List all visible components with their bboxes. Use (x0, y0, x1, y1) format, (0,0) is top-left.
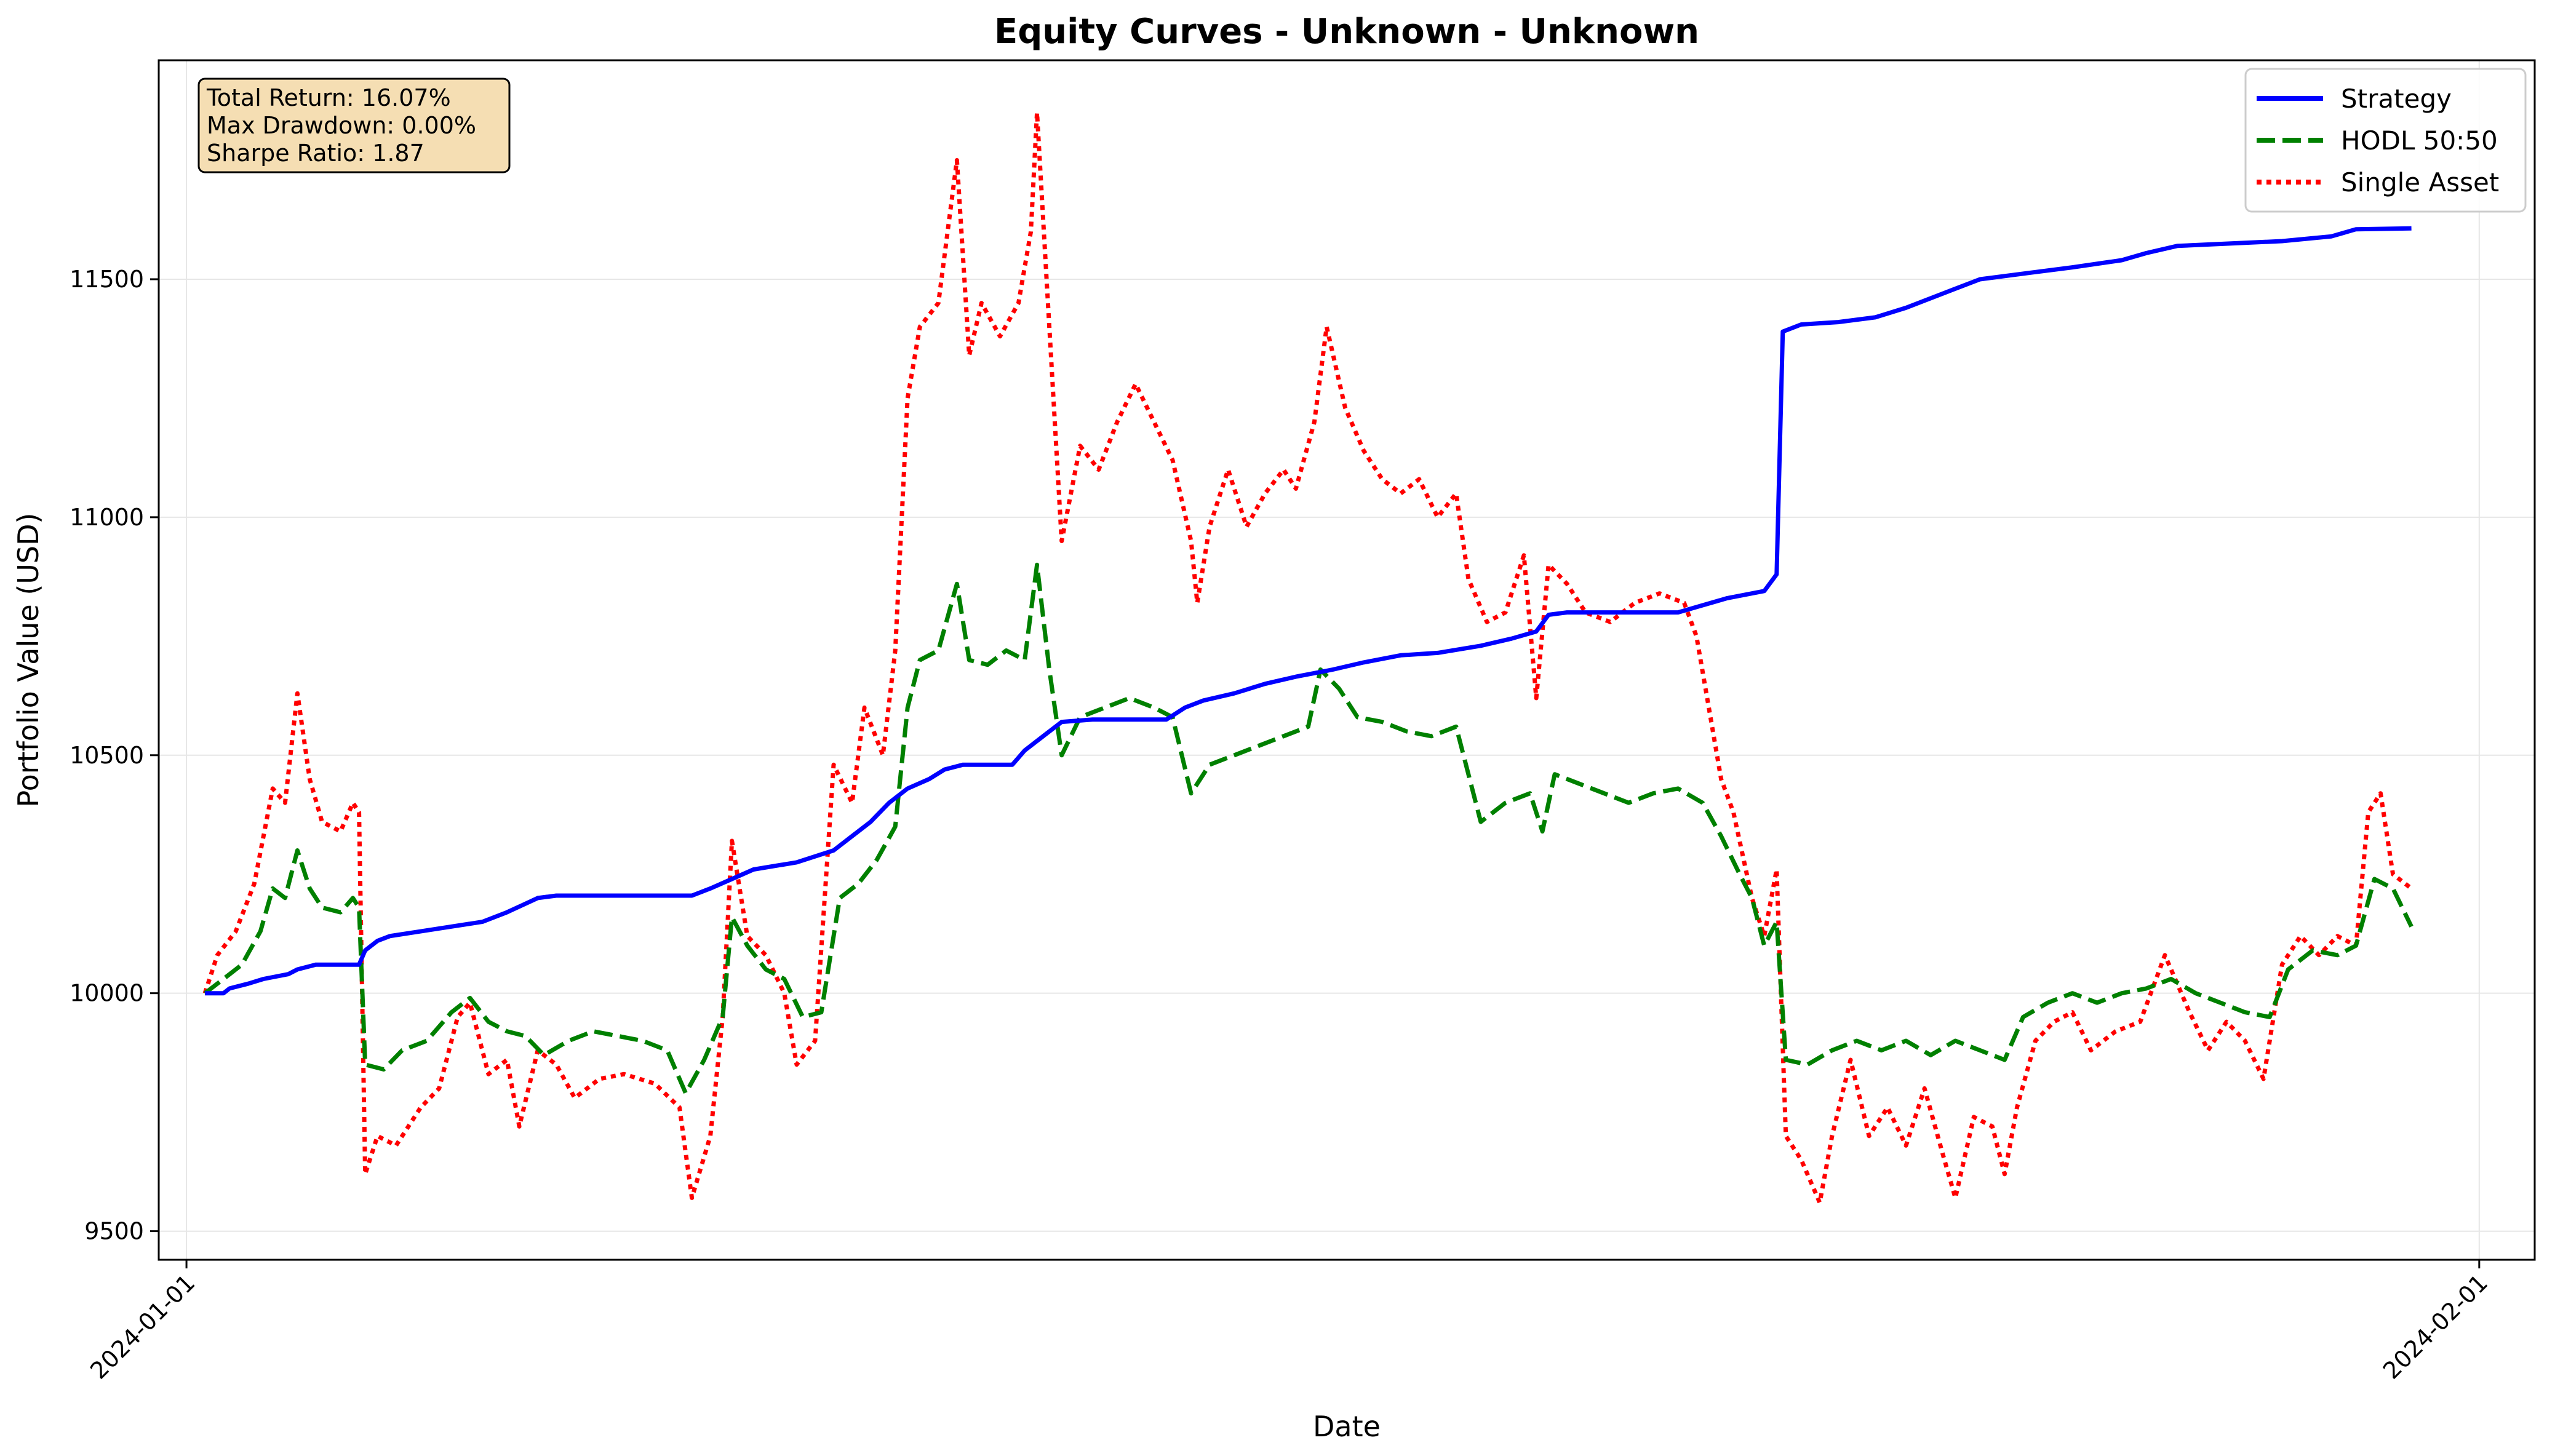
legend-label-single-asset: Single Asset (2341, 167, 2499, 197)
chart-title: Equity Curves - Unknown - Unknown (994, 12, 1699, 52)
series-line-hodl-50-50 (203, 562, 2413, 1096)
series-line-single-asset (202, 110, 2413, 1205)
stats-max-drawdown: Max Drawdown: 0.00% (207, 112, 476, 139)
series-lines (202, 110, 2413, 1205)
x-axis-label: Date (1313, 1410, 1381, 1443)
legend-label-strategy: Strategy (2341, 84, 2452, 114)
y-tick-label: 10000 (70, 980, 144, 1007)
y-tick-label: 11000 (70, 504, 144, 531)
legend-label-hodl: HODL 50:50 (2341, 125, 2498, 156)
stats-sharpe-ratio: Sharpe Ratio: 1.87 (207, 140, 425, 167)
plot-frame (157, 59, 2536, 1261)
y-tick-label: 10500 (70, 742, 144, 769)
series-line-strategy (205, 226, 2412, 996)
legend: Strategy HODL 50:50 Single Asset (2244, 68, 2527, 213)
grid (159, 60, 2535, 1260)
y-tick-label: 11500 (70, 266, 144, 293)
legend-frame (2244, 68, 2527, 213)
y-tick-label: 9500 (84, 1218, 144, 1245)
stats-total-return: Total Return: 16.07% (206, 84, 451, 111)
y-axis-label: Portfolio Value (USD) (12, 513, 45, 808)
stats-box: Total Return: 16.07% Max Drawdown: 0.00%… (197, 78, 511, 173)
stats-box-background (197, 78, 511, 173)
y-axis-ticks: 9500 10000 10500 11000 11500 (70, 266, 159, 1245)
